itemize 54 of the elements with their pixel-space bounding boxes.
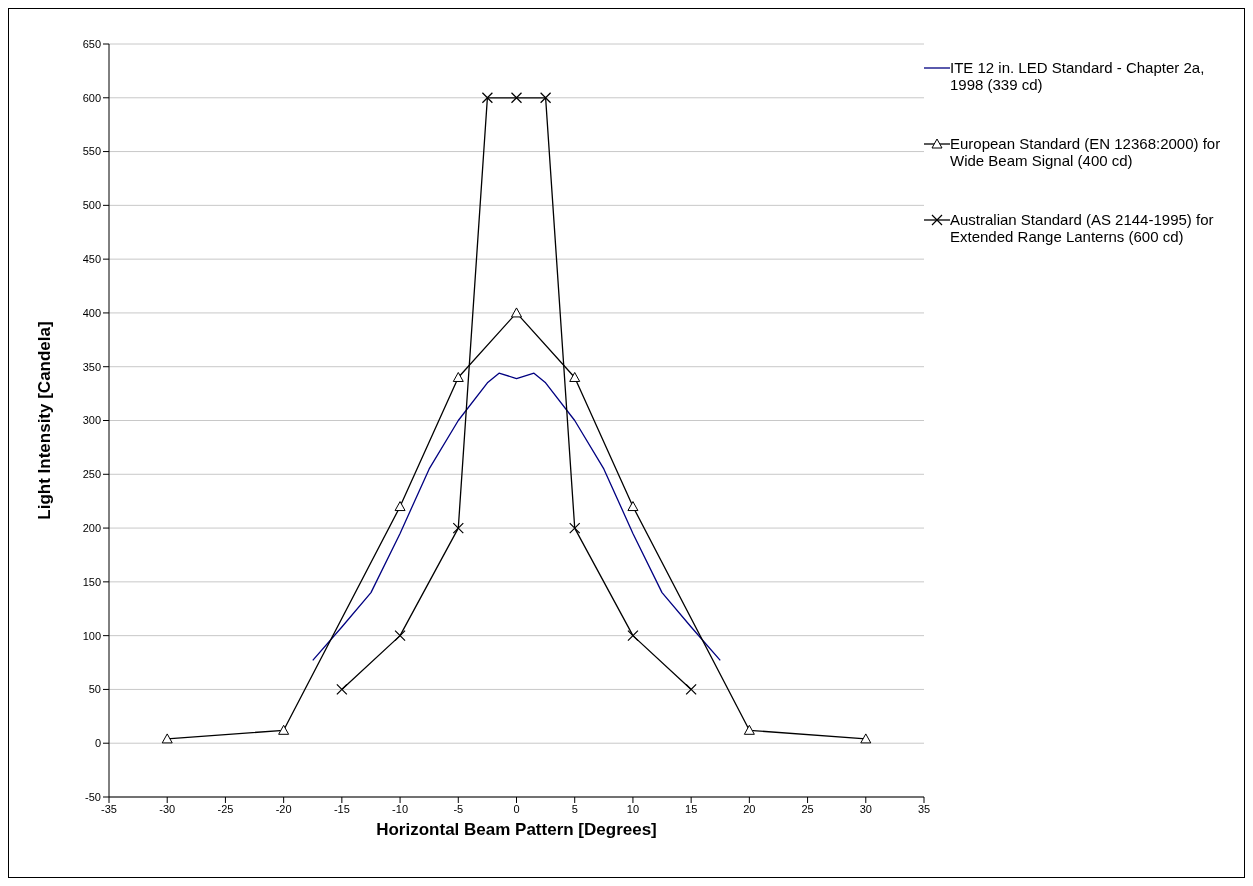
y-axis-title: Light Intensity [Candela] bbox=[35, 321, 55, 520]
point bbox=[452, 371, 464, 382]
y-tick-label: 450 bbox=[82, 253, 101, 266]
x-tick-label: -10 bbox=[392, 802, 409, 815]
x-tick-label: 5 bbox=[571, 802, 578, 815]
y-tick-label: 650 bbox=[82, 37, 101, 50]
point bbox=[452, 522, 464, 534]
y-tick-label: -50 bbox=[85, 790, 101, 803]
x-tick-label: -20 bbox=[275, 802, 292, 815]
y-tick-label: 300 bbox=[82, 414, 101, 427]
point bbox=[336, 683, 348, 696]
line-series bbox=[312, 372, 721, 662]
y-tick-label: 500 bbox=[82, 199, 101, 212]
y-tick-label: 100 bbox=[82, 629, 101, 642]
point bbox=[394, 501, 406, 512]
point bbox=[481, 92, 493, 104]
y-tick-label: 200 bbox=[82, 521, 101, 534]
x-tick-label: -35 bbox=[101, 802, 117, 815]
point bbox=[627, 630, 639, 642]
point bbox=[627, 501, 639, 512]
point bbox=[743, 724, 755, 735]
x-tick-label: -30 bbox=[159, 802, 176, 815]
x-tick-label: 25 bbox=[801, 802, 814, 815]
point bbox=[540, 92, 552, 104]
x-axis-title: Horizontal Beam Pattern [Degrees] bbox=[376, 820, 657, 839]
x-tick-label: 35 bbox=[917, 802, 931, 815]
point bbox=[860, 733, 872, 744]
x-tick-label: 10 bbox=[626, 802, 640, 815]
y-tick-label: 600 bbox=[82, 91, 101, 104]
x-tick-label: -15 bbox=[333, 802, 350, 815]
x-tick-label: 0 bbox=[513, 802, 520, 815]
y-tick-label: 50 bbox=[88, 683, 101, 696]
legend-label: ITE 12 in. LED Standard - Chapter 2a, 1998 (339 cd) bbox=[950, 59, 1206, 93]
legend-label: European Standard (EN 12368:2000) for Wide Beam Signal (400 cd) bbox=[950, 135, 1222, 169]
point bbox=[161, 733, 173, 744]
point bbox=[569, 522, 581, 534]
x-tick-label: 30 bbox=[859, 802, 872, 815]
x-tick-label: -25 bbox=[217, 802, 234, 815]
point bbox=[569, 371, 581, 382]
legend-label: Australian Standard (AS 2144-1995) for Extended Range Lanterns (600 cd) bbox=[950, 211, 1215, 245]
y-tick-label: 400 bbox=[82, 306, 101, 319]
y-tick-label: 0 bbox=[94, 737, 101, 750]
y-tick-label: 250 bbox=[82, 468, 101, 481]
y-tick-label: 550 bbox=[82, 145, 101, 158]
point bbox=[394, 630, 406, 642]
point bbox=[510, 92, 523, 104]
point bbox=[511, 307, 522, 318]
y-tick-label: 150 bbox=[82, 575, 101, 588]
point bbox=[278, 724, 290, 735]
x-tick-label: -5 bbox=[453, 802, 464, 815]
y-tick-label: 350 bbox=[82, 360, 101, 373]
point bbox=[685, 683, 697, 696]
x-tick-label: 15 bbox=[685, 802, 698, 815]
x-tick-label: 20 bbox=[743, 802, 756, 815]
